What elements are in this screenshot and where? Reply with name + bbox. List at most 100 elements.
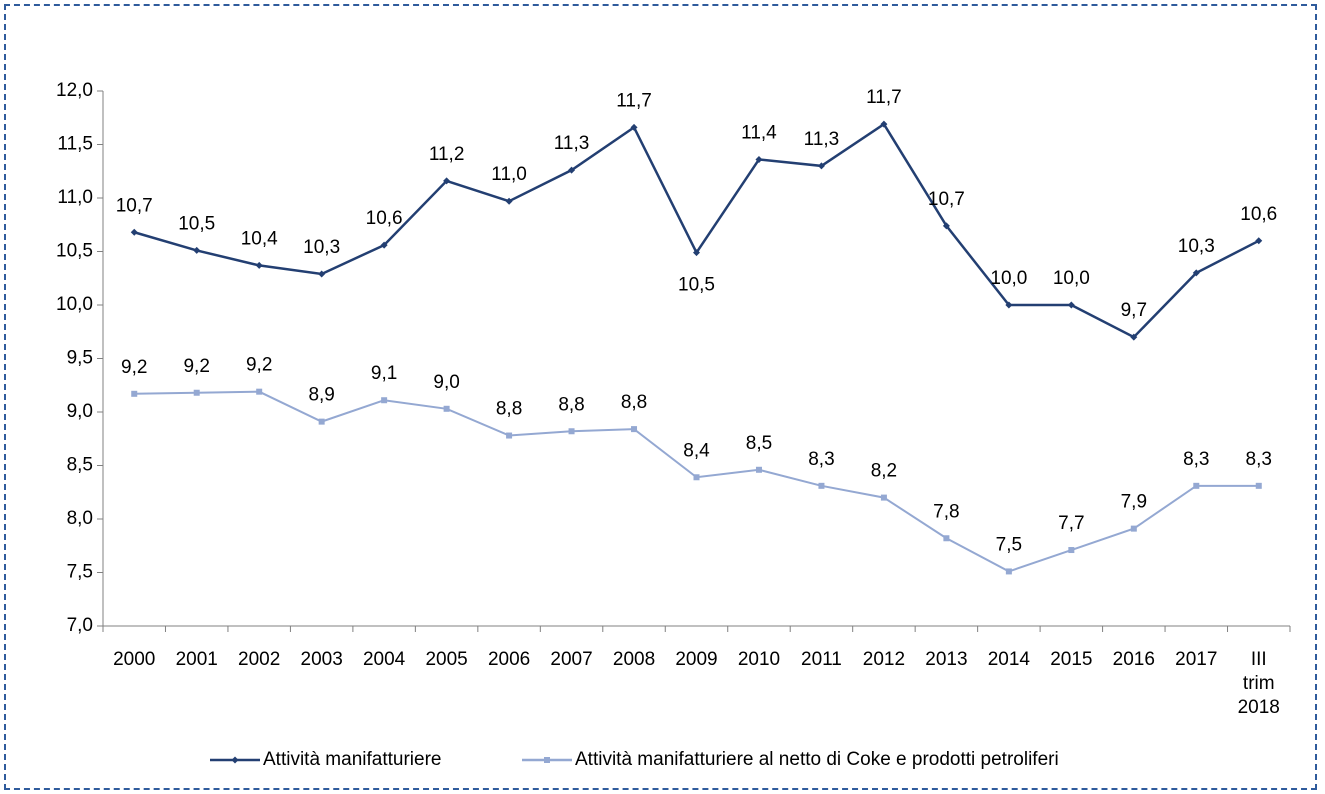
data-label: 11,4 [741, 122, 777, 143]
point [1130, 525, 1137, 532]
legend-label: Attività manifatturiere al netto di Coke… [575, 749, 1059, 770]
data-label: 8,3 [1246, 449, 1272, 470]
point [568, 428, 575, 435]
data-label: 10,3 [303, 237, 340, 258]
point [880, 494, 887, 501]
point [1193, 482, 1200, 489]
data-label: 9,2 [246, 355, 272, 376]
point [817, 162, 825, 170]
point [568, 166, 576, 174]
x-tick-label: 2014 [988, 649, 1031, 670]
data-label: 11,3 [804, 129, 840, 150]
point [506, 432, 513, 439]
data-label: 9,7 [1121, 300, 1147, 321]
y-tick-label: 9,0 [67, 401, 93, 422]
data-label: 11,7 [866, 87, 902, 108]
data-label: 10,5 [178, 213, 215, 234]
data-label: 7,5 [996, 534, 1022, 555]
data-label: 10,6 [1240, 204, 1277, 225]
legend-marker [231, 756, 239, 764]
chart-frame [4, 4, 1317, 790]
x-tick-label: 2008 [613, 649, 655, 670]
data-label: 9,1 [371, 363, 397, 384]
y-tick-label: 11,5 [57, 134, 93, 155]
x-tick-label: 2015 [1050, 649, 1092, 670]
data-label: 7,8 [933, 501, 959, 522]
data-label: 7,7 [1058, 513, 1084, 534]
x-tick-label: 2004 [363, 649, 406, 670]
data-label: 11,3 [554, 133, 590, 154]
point [193, 389, 200, 396]
point [131, 390, 138, 397]
y-tick-label: 8,5 [67, 455, 93, 476]
point [755, 466, 762, 473]
data-label: 11,7 [616, 90, 652, 111]
point [1130, 333, 1138, 341]
point [1068, 547, 1075, 554]
data-label: 10,5 [678, 275, 715, 296]
point [443, 177, 451, 185]
x-tick-label: 2001 [176, 649, 218, 670]
x-tick-label: 2016 [1113, 649, 1155, 670]
data-label: 9,2 [121, 357, 147, 378]
data-label: 8,3 [1183, 449, 1209, 470]
x-tick-label: III trim 2018 [1238, 649, 1280, 718]
series-line [133, 122, 1260, 339]
data-label: 8,5 [746, 433, 772, 454]
point [256, 388, 263, 395]
point [380, 241, 388, 249]
data-label: 10,7 [116, 195, 153, 216]
point [381, 397, 388, 404]
point [505, 197, 513, 205]
y-tick-label: 11,0 [57, 187, 93, 208]
x-tick-label: 2013 [925, 649, 967, 670]
point [1005, 301, 1013, 309]
point [318, 418, 325, 425]
point [255, 261, 263, 269]
x-tick-label: 2003 [301, 649, 343, 670]
point [1005, 568, 1012, 575]
data-label: 8,3 [808, 449, 834, 470]
point [880, 120, 888, 128]
point [1255, 237, 1263, 245]
point [942, 222, 950, 230]
point [693, 249, 700, 257]
point [1067, 301, 1075, 309]
point [443, 405, 450, 412]
data-label: 8,8 [496, 399, 522, 420]
data-label: 8,9 [308, 385, 334, 406]
point [631, 426, 638, 433]
data-label: 10,6 [366, 208, 403, 229]
data-label: 10,7 [928, 189, 965, 210]
x-tick-label: 2006 [488, 649, 530, 670]
legend-marker [544, 757, 550, 763]
data-label: 11,0 [491, 164, 527, 185]
y-tick-label: 12,0 [56, 80, 93, 101]
data-label: 8,4 [683, 440, 710, 461]
data-label: 10,0 [1053, 268, 1090, 289]
x-tick-label: 2007 [550, 649, 592, 670]
point [193, 246, 201, 254]
data-label: 11,2 [429, 144, 465, 165]
x-tick-label: 2010 [738, 649, 780, 670]
x-tick-label: 2002 [238, 649, 280, 670]
data-label: 7,9 [1121, 492, 1147, 513]
point [1192, 269, 1200, 277]
y-tick-label: 10,5 [56, 241, 93, 262]
data-label: 8,8 [558, 394, 584, 415]
data-label: 10,3 [1178, 236, 1215, 257]
y-tick-label: 9,5 [67, 348, 93, 369]
legend-label: Attività manifatturiere [263, 749, 441, 770]
point [943, 535, 950, 542]
data-label: 8,2 [871, 461, 897, 482]
point [630, 123, 638, 131]
x-tick-label: 2012 [863, 649, 905, 670]
data-label: 9,2 [183, 356, 209, 377]
y-tick-label: 7,0 [67, 615, 93, 636]
point [130, 228, 138, 236]
point [1255, 482, 1262, 489]
y-tick-label: 8,0 [67, 508, 93, 529]
data-label: 8,8 [621, 392, 647, 413]
